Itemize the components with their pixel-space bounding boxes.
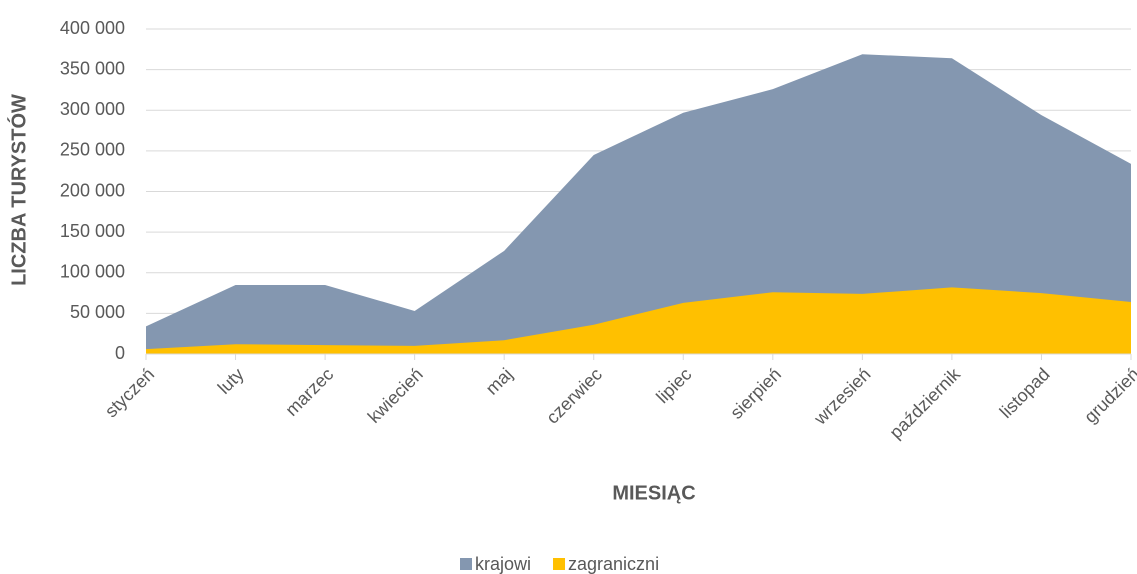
x-tick-label: maj bbox=[482, 364, 517, 399]
area bbox=[146, 287, 1131, 354]
x-tick-label: czerwiec bbox=[542, 364, 606, 428]
y-axis-title: LICZBA TURYSTÓW bbox=[6, 94, 30, 286]
legend-swatch bbox=[460, 558, 472, 570]
y-tick-label: 50 000 bbox=[70, 302, 125, 322]
legend-label: zagraniczni bbox=[568, 554, 659, 574]
x-tick-label: styczeń bbox=[101, 364, 158, 421]
x-tick-label: październik bbox=[886, 363, 965, 442]
x-tick-label: listopad bbox=[996, 364, 1054, 422]
x-tick-label: grudzień bbox=[1080, 364, 1137, 427]
y-tick-label: 300 000 bbox=[60, 99, 125, 119]
y-tick-label: 200 000 bbox=[60, 180, 125, 200]
legend-label: krajowi bbox=[475, 554, 531, 574]
y-tick-label: 250 000 bbox=[60, 140, 125, 160]
legend-swatch bbox=[553, 558, 566, 570]
y-tick-label: 400 000 bbox=[60, 18, 125, 38]
x-tick-label: wrzesień bbox=[809, 364, 874, 429]
x-tick-label: kwiecień bbox=[364, 364, 427, 427]
y-tick-label: 150 000 bbox=[60, 221, 125, 241]
y-tick-label: 0 bbox=[115, 343, 125, 363]
x-tick-label: sierpień bbox=[726, 364, 785, 423]
x-axis-title: MIESIĄC bbox=[612, 482, 695, 504]
area bbox=[146, 54, 1131, 354]
x-tick-label: marzec bbox=[281, 364, 337, 420]
x-tick-label: lipiec bbox=[652, 364, 695, 407]
y-tick-label: 100 000 bbox=[60, 262, 125, 282]
x-tick-label: luty bbox=[214, 364, 248, 398]
y-tick-label: 350 000 bbox=[60, 58, 125, 78]
